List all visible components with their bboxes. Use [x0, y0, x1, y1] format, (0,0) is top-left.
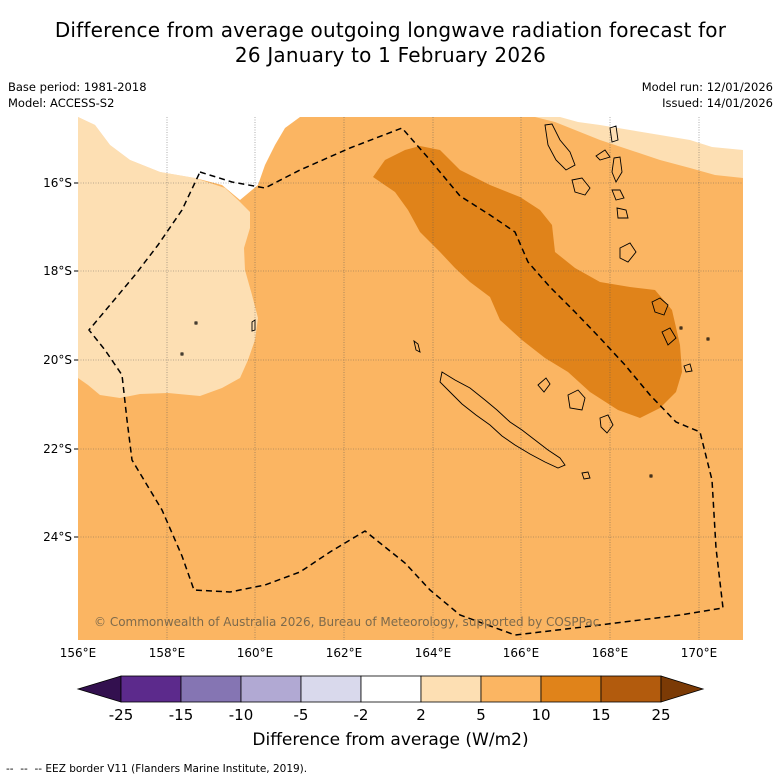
lon-label-166: 166°E	[502, 646, 540, 660]
small-island-4	[679, 326, 683, 330]
chart-title: Difference from average outgoing longwav…	[0, 18, 781, 68]
field-neutral-top-right	[560, 117, 743, 150]
colorbar-title: Difference from average (W/m2)	[252, 730, 529, 750]
colorbar-band-9	[600, 675, 662, 703]
colorbar-band-2	[180, 675, 242, 703]
loyalty-islands-3	[599, 414, 614, 434]
lon-label-162: 162°E	[325, 646, 363, 660]
colorbar-tick-label: 10	[531, 706, 551, 724]
efate	[619, 242, 637, 263]
colorbar-tick-label: 2	[416, 706, 426, 724]
colorbar-band-8	[540, 675, 602, 703]
lon-label-158: 158°E	[148, 646, 186, 660]
colorbar-band-4	[300, 675, 362, 703]
belep-islands	[413, 339, 421, 353]
erromango	[651, 297, 669, 316]
colorbar-tick-label: 25	[651, 706, 671, 724]
ile-des-pins	[581, 471, 591, 480]
lat-label-24: 24°S	[43, 530, 72, 544]
aneityum	[683, 363, 693, 373]
colorbar-tick-label: -25	[108, 706, 134, 724]
gridlines	[78, 117, 743, 640]
loyalty-islands-2	[567, 389, 586, 411]
colorbar-tick-label: 15	[591, 706, 611, 724]
ambrym	[595, 149, 611, 161]
colorbar-band-7	[480, 675, 542, 703]
issued-date: Issued: 14/01/2026	[662, 96, 773, 110]
lon-label-170: 170°E	[680, 646, 718, 660]
pentecost	[611, 156, 623, 184]
colorbar-extend-high	[660, 675, 705, 703]
field-2-5-west	[78, 117, 258, 398]
base-period: Base period: 1981-2018	[8, 80, 147, 94]
colorbar-tick-label: -5	[293, 706, 309, 724]
loyalty-islands-1	[537, 377, 551, 393]
shepherd-islands	[616, 207, 629, 219]
small-island-3	[706, 337, 710, 341]
footnote-eez: -- -- -- EEZ border V11 (Flanders Marine…	[6, 763, 308, 775]
new-caledonia	[439, 371, 566, 469]
lat-label-16: 16°S	[43, 176, 72, 190]
lon-label-168: 168°E	[591, 646, 629, 660]
lat-ticks	[74, 182, 78, 538]
maewo	[609, 125, 619, 143]
tanna	[661, 327, 677, 346]
title-line-2: 26 January to 1 February 2026	[234, 43, 547, 67]
map-area: © Commonwealth of Australia 2026, Bureau…	[78, 117, 743, 640]
colorbar	[76, 675, 705, 703]
small-island-1	[251, 319, 256, 332]
meta-left: Base period: 1981-2018 Model: ACCESS-S2	[8, 79, 147, 111]
lon-label-156: 156°E	[59, 646, 97, 660]
small-island-5	[194, 321, 198, 325]
model-run: Model run: 12/01/2026	[641, 80, 773, 94]
espiritu-santo	[544, 123, 576, 171]
lon-label-164: 164°E	[414, 646, 452, 660]
colorbar-tick-label: 5	[476, 706, 486, 724]
colorbar-extend-low	[76, 675, 122, 703]
small-island-2	[649, 474, 653, 478]
lat-label-22: 22°S	[43, 442, 72, 456]
colorbar-tick-label: -10	[228, 706, 254, 724]
eez-border	[88, 127, 724, 636]
colorbar-band-3	[240, 675, 302, 703]
field-10-15	[373, 146, 682, 418]
coastlines	[180, 123, 710, 480]
colorbar-band-6	[420, 675, 482, 703]
colorbar-tick-label: -15	[168, 706, 194, 724]
small-island-6	[180, 352, 184, 356]
colorbar-band-1	[120, 675, 182, 703]
copyright-notice: © Commonwealth of Australia 2026, Bureau…	[94, 615, 599, 629]
malekula	[571, 177, 591, 196]
lat-label-18: 18°S	[43, 264, 72, 278]
lat-label-20: 20°S	[43, 353, 72, 367]
meta-right: Model run: 12/01/2026 Issued: 14/01/2026	[642, 79, 773, 111]
colorbar-band-5	[360, 675, 422, 703]
model-name: Model: ACCESS-S2	[8, 96, 115, 110]
title-line-1: Difference from average outgoing longwav…	[54, 18, 727, 42]
field-neutral-speck	[178, 117, 205, 120]
field-neutral-top	[78, 117, 300, 200]
epi	[611, 189, 625, 201]
colorbar-tick-label: -2	[353, 706, 369, 724]
lon-label-160: 160°E	[236, 646, 274, 660]
